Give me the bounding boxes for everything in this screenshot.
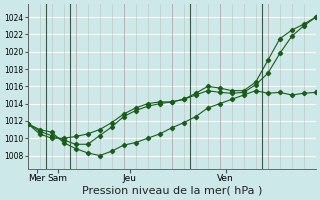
X-axis label: Pression niveau de la mer( hPa ): Pression niveau de la mer( hPa ) (82, 186, 262, 196)
